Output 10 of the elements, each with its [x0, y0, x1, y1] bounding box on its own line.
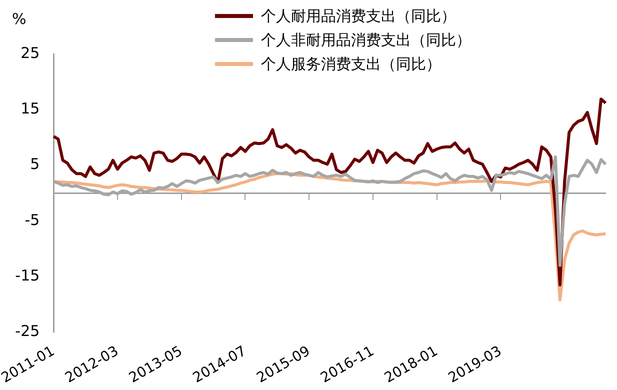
- y-tick-label: -25: [15, 322, 40, 340]
- legend-label: 个人耐用品消费支出（同比）: [261, 6, 456, 26]
- y-tick-label: 15: [20, 100, 40, 118]
- legend-label: 个人非耐用品消费支出（同比）: [261, 30, 471, 50]
- legend-label: 个人服务消费支出（同比）: [261, 54, 441, 74]
- y-axis-title: %: [12, 10, 26, 28]
- y-tick-label: -5: [24, 210, 40, 229]
- y-tick-label: 25: [20, 44, 40, 62]
- y-tick-label: -15: [15, 266, 40, 284]
- y-tick-label: 5: [30, 155, 40, 174]
